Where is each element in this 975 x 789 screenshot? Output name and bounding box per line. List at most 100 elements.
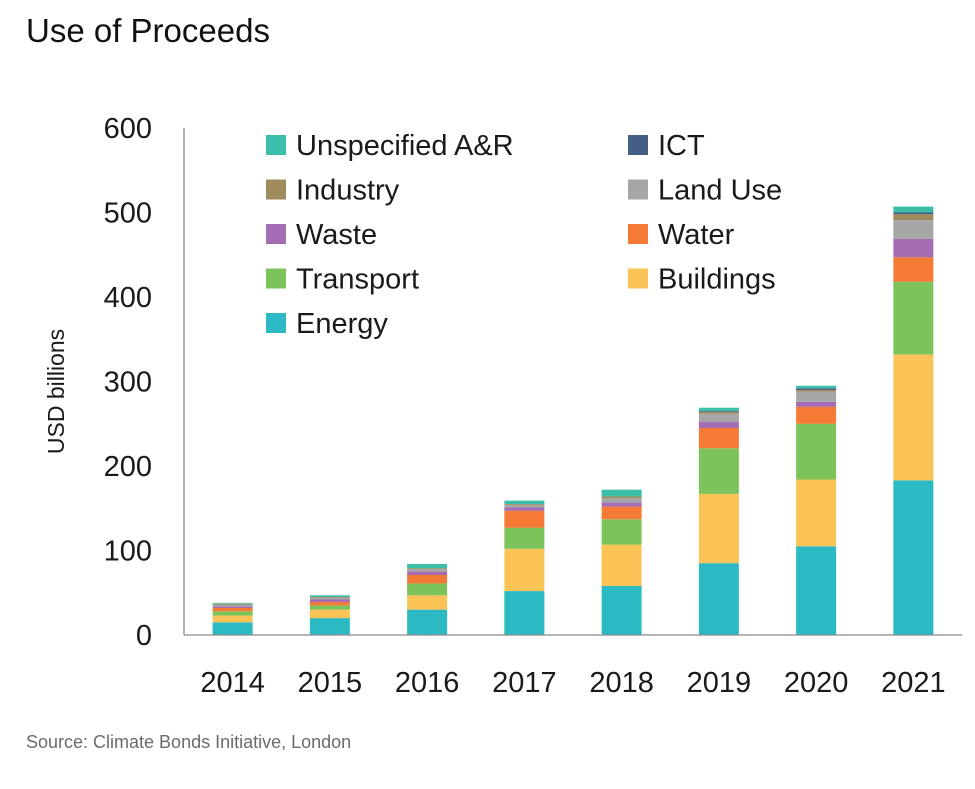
bar-buildings-2018 xyxy=(601,544,642,586)
bar-energy-2014 xyxy=(212,622,253,635)
bar-industry-2019 xyxy=(698,411,739,414)
bar-waste-2019 xyxy=(698,422,739,428)
bar-buildings-2016 xyxy=(407,595,448,610)
bar-waste-2015 xyxy=(309,599,350,603)
bar-waste-2017 xyxy=(504,507,545,511)
bar-energy-2021 xyxy=(893,480,934,635)
legend-label: Transport xyxy=(296,264,419,296)
bar-land-use-2015 xyxy=(309,597,350,600)
bar-industry-2020 xyxy=(796,389,837,392)
bar-industry-2017 xyxy=(504,504,545,505)
bar-transport-2015 xyxy=(309,605,350,610)
bar-water-2020 xyxy=(796,406,837,424)
bar-buildings-2014 xyxy=(212,615,253,623)
x-tick-label: 2015 xyxy=(298,667,363,699)
legend-label: Industry xyxy=(296,175,400,207)
bar-transport-2020 xyxy=(796,423,837,480)
bar-water-2019 xyxy=(698,427,739,449)
legend-item-energy: Energy xyxy=(266,308,388,340)
y-tick-label: 500 xyxy=(104,198,152,230)
bar-energy-2017 xyxy=(504,591,545,635)
bar-land-use-2014 xyxy=(212,604,253,607)
x-tick-label: 2017 xyxy=(492,667,557,699)
legend-item-land-use: Land Use xyxy=(628,175,782,207)
y-tick-label: 100 xyxy=(104,536,152,568)
x-tick-label: 2021 xyxy=(881,667,946,699)
bar-water-2015 xyxy=(309,602,350,606)
bar-transport-2018 xyxy=(601,519,642,545)
bar-ict-2020 xyxy=(796,388,837,390)
legend-label: Water xyxy=(658,219,735,251)
bar-transport-2014 xyxy=(212,611,253,616)
y-tick-label: 200 xyxy=(104,451,152,483)
bar-land-use-2016 xyxy=(407,569,448,572)
bar-segments xyxy=(212,206,934,635)
bar-waste-2020 xyxy=(796,401,837,407)
legend: Unspecified A&R ICT Industry Land Use Waste W… xyxy=(266,130,782,340)
bar-water-2021 xyxy=(893,257,934,282)
bar-water-2016 xyxy=(407,575,448,584)
bar-waste-2014 xyxy=(212,606,253,608)
legend-item-waste: Waste xyxy=(266,219,377,251)
bar-transport-2016 xyxy=(407,583,448,596)
legend-item-unspecified-a-r: Unspecified A&R xyxy=(266,130,514,162)
bar-ict-2019 xyxy=(698,411,739,412)
bar-land-use-2017 xyxy=(504,504,545,508)
legend-item-industry: Industry xyxy=(266,175,400,207)
bar-industry-2021 xyxy=(893,214,934,221)
bar-buildings-2021 xyxy=(893,354,934,481)
bar-transport-2017 xyxy=(504,527,545,549)
bar-unspecified-a-r-2017 xyxy=(504,500,545,505)
legend-swatch xyxy=(266,179,286,200)
y-tick-label: 400 xyxy=(104,282,152,314)
bar-land-use-2020 xyxy=(796,391,837,402)
x-tick-label: 2020 xyxy=(784,667,849,699)
legend-label: ICT xyxy=(658,130,705,162)
x-tick-label: 2016 xyxy=(395,667,460,699)
bar-buildings-2020 xyxy=(796,479,837,547)
bar-waste-2016 xyxy=(407,571,448,576)
bar-land-use-2018 xyxy=(601,498,642,503)
bar-industry-2015 xyxy=(309,596,350,598)
legend-swatch xyxy=(266,268,286,289)
legend-item-ict: ICT xyxy=(628,130,705,162)
bar-unspecified-a-r-2021 xyxy=(893,206,934,213)
bar-buildings-2015 xyxy=(309,609,350,619)
bar-energy-2018 xyxy=(601,585,642,635)
legend-swatch xyxy=(266,313,286,333)
bar-buildings-2019 xyxy=(698,493,739,564)
x-tick-label: 2014 xyxy=(200,667,265,699)
legend-swatch xyxy=(628,268,648,289)
legend-label: Land Use xyxy=(658,175,782,207)
bar-unspecified-a-r-2018 xyxy=(601,489,642,497)
y-axis-ticks: 0 100 200 300 400 500 600 xyxy=(104,113,152,652)
legend-swatch xyxy=(628,224,648,244)
chart-title: Use of Proceeds xyxy=(26,12,270,49)
legend-item-transport: Transport xyxy=(266,264,419,296)
bar-energy-2015 xyxy=(309,618,350,635)
bar-ict-2021 xyxy=(893,212,934,215)
y-tick-label: 0 xyxy=(136,620,152,652)
legend-label: Waste xyxy=(296,219,377,251)
bar-water-2017 xyxy=(504,510,545,528)
bar-industry-2016 xyxy=(407,568,448,570)
bar-land-use-2019 xyxy=(698,413,739,423)
legend-item-water: Water xyxy=(628,219,735,251)
bar-industry-2014 xyxy=(212,603,253,605)
y-tick-label: 600 xyxy=(104,113,152,145)
bar-energy-2019 xyxy=(698,563,739,635)
bar-waste-2018 xyxy=(601,502,642,507)
y-tick-label: 300 xyxy=(104,367,152,399)
legend-item-buildings: Buildings xyxy=(628,264,776,296)
bar-unspecified-a-r-2016 xyxy=(407,564,448,569)
x-tick-label: 2019 xyxy=(687,667,752,699)
legend-label: Energy xyxy=(296,308,388,340)
y-axis-label: USD billions xyxy=(43,329,69,454)
legend-swatch xyxy=(628,135,648,155)
legend-label: Unspecified A&R xyxy=(296,130,514,162)
legend-swatch xyxy=(266,135,286,155)
bar-buildings-2017 xyxy=(504,548,545,592)
bar-energy-2016 xyxy=(407,609,448,635)
bar-water-2014 xyxy=(212,607,253,612)
